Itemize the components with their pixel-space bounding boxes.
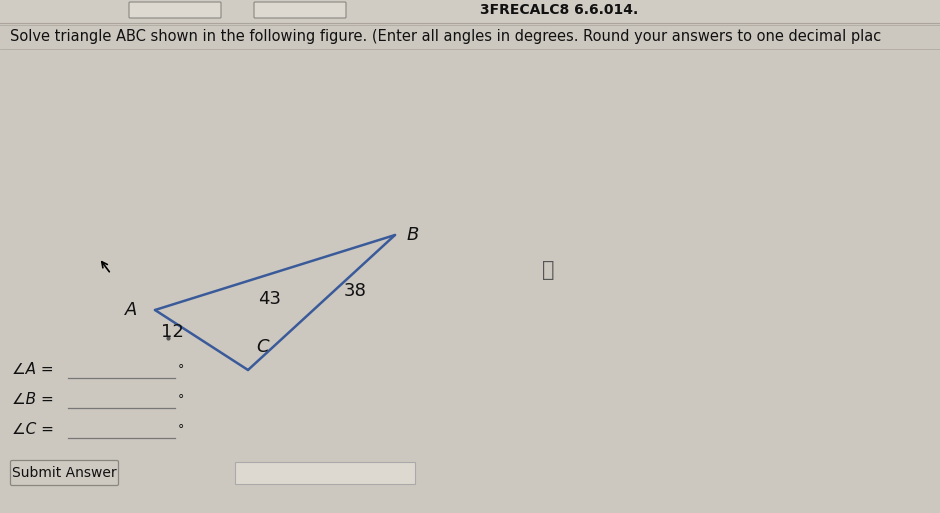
Text: °: °	[178, 424, 184, 437]
Text: ∠A =: ∠A =	[12, 363, 54, 378]
Text: 12: 12	[161, 323, 183, 341]
Text: 38: 38	[343, 282, 367, 300]
FancyBboxPatch shape	[235, 462, 415, 484]
FancyBboxPatch shape	[129, 2, 221, 18]
Text: ∠C =: ∠C =	[12, 423, 54, 438]
Text: Submit Answer: Submit Answer	[12, 466, 117, 480]
FancyBboxPatch shape	[254, 2, 346, 18]
Text: C: C	[256, 338, 269, 356]
FancyBboxPatch shape	[10, 461, 118, 485]
Text: °: °	[178, 393, 184, 406]
Text: Solve triangle ABC shown in the following figure. (Enter all angles in degrees. : Solve triangle ABC shown in the followin…	[10, 29, 882, 44]
Text: B: B	[407, 226, 419, 244]
Text: 3FRECALC8 6.6.014.: 3FRECALC8 6.6.014.	[480, 3, 638, 17]
Text: °: °	[178, 364, 184, 377]
Text: 43: 43	[258, 290, 281, 308]
Text: ∠B =: ∠B =	[12, 392, 54, 407]
Text: A: A	[125, 301, 137, 319]
Text: ⓘ: ⓘ	[541, 260, 555, 280]
